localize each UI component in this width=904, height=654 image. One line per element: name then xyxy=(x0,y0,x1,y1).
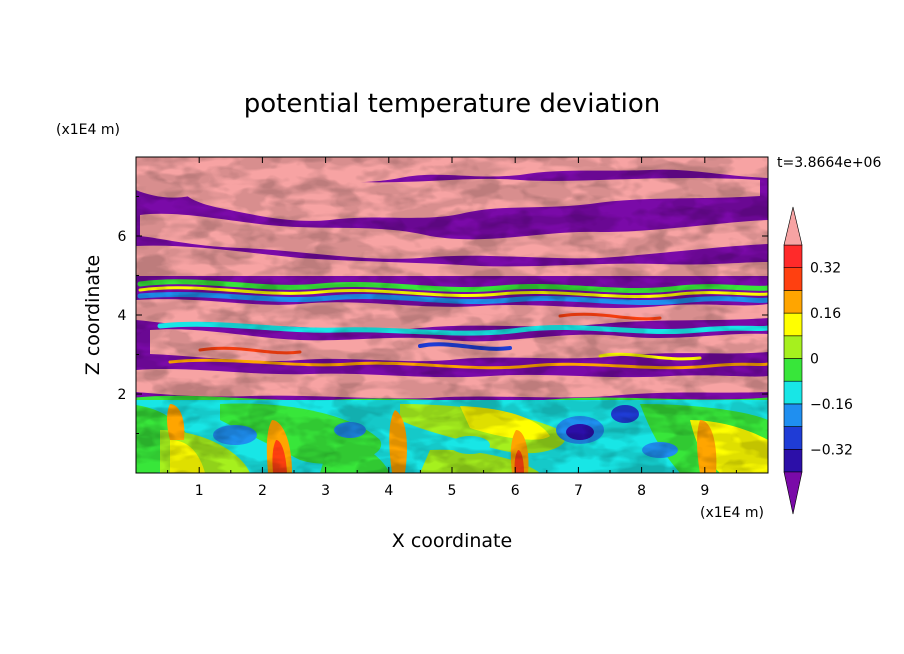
colorbar-segment xyxy=(783,426,803,450)
x-tick-label: 2 xyxy=(258,483,267,499)
y-axis-ticks: 2 4 6 xyxy=(118,196,768,434)
x-tick-label: 1 xyxy=(195,483,204,499)
x-tick-label: 3 xyxy=(321,483,330,499)
x-tick-label: 8 xyxy=(637,483,646,499)
x-axis-ticks: 1 2 3 4 5 6 7 8 9 xyxy=(167,157,737,499)
colorbar-tick-label: −0.16 xyxy=(810,397,853,413)
colorbar-segment xyxy=(783,267,803,291)
colorbar-segment xyxy=(783,335,803,359)
colorbar-tick-label: 0.16 xyxy=(810,306,841,322)
colorbar-under-arrow xyxy=(783,471,803,515)
y-tick-label: 6 xyxy=(118,229,127,245)
texture-overlay-b xyxy=(136,157,768,473)
y-axis-title: Z coordinate xyxy=(82,255,104,375)
x-tick-label: 5 xyxy=(448,483,457,499)
x-tick-label: 9 xyxy=(700,483,709,499)
y-tick-label: 4 xyxy=(118,308,127,324)
colorbar-segment xyxy=(783,312,803,337)
colorbar-segment xyxy=(783,403,803,427)
colorbar-labels: 0.32 0.16 0 −0.16 −0.32 xyxy=(810,261,853,459)
x-tick-label: 4 xyxy=(384,483,393,499)
colorbar xyxy=(783,206,803,515)
x-tick-label: 7 xyxy=(574,483,583,499)
y-tick-label: 2 xyxy=(118,387,127,403)
colorbar-segment xyxy=(783,380,803,405)
colorbar-tick-label: 0 xyxy=(810,352,819,368)
y-unit-label: (x1E4 m) xyxy=(56,122,120,138)
x-unit-label: (x1E4 m) xyxy=(700,505,764,521)
colorbar-segment xyxy=(783,244,803,269)
colorbar-tick-label: 0.32 xyxy=(810,261,841,277)
colorbar-over-arrow xyxy=(783,206,803,246)
chart-title: potential temperature deviation xyxy=(244,89,660,119)
colorbar-segment xyxy=(783,448,803,473)
colorbar-segment xyxy=(783,290,803,314)
colorbar-segment xyxy=(783,358,803,382)
x-tick-label: 6 xyxy=(511,483,520,499)
plot-field xyxy=(136,157,768,473)
time-label: t=3.8664e+06 xyxy=(777,155,881,171)
colorbar-tick-label: −0.32 xyxy=(810,442,853,458)
x-axis-title: X coordinate xyxy=(392,530,512,552)
